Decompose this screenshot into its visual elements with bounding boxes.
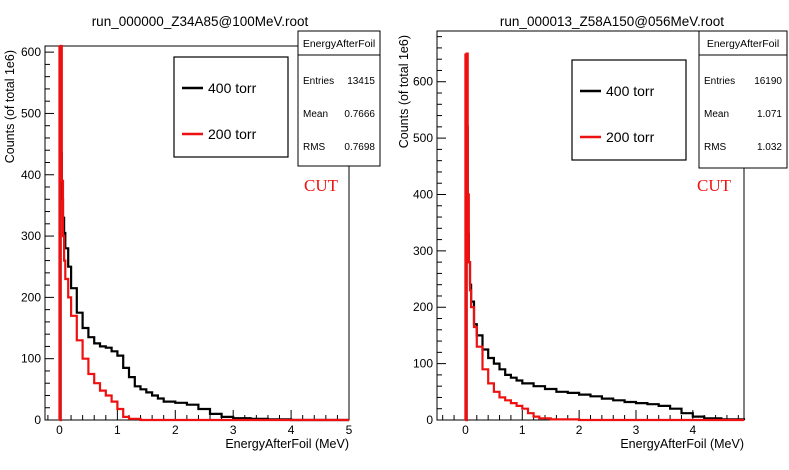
- legend-label: 200 torr: [606, 129, 655, 145]
- cut-label: CUT: [697, 176, 732, 195]
- x-tick-label: 5: [346, 423, 353, 437]
- chart-panel-1: run_000000_Z34A85@100MeV.root 0 100 200 300 4…: [0, 0, 394, 470]
- legend-label: 400 torr: [606, 83, 655, 99]
- stats-key: RMS: [303, 142, 326, 153]
- y-tick-label: 400: [21, 168, 41, 182]
- stats-key: Entries: [704, 76, 735, 87]
- x-tick-label: 4: [288, 423, 295, 437]
- y-tick-label: 0: [34, 413, 41, 427]
- x-tick-label: 3: [230, 423, 237, 437]
- chart-title: run_000013_Z58A150@056MeV.root: [500, 14, 724, 29]
- y-tick-label: 400: [413, 187, 433, 201]
- legend-label: 400 torr: [208, 80, 257, 96]
- chart-panel-2: run_000013_Z58A150@056MeV.root 0 100 200 300…: [394, 0, 788, 470]
- x-axis-label: EnergyAfterFoil (MeV): [620, 437, 744, 451]
- x-tick-label: 2: [576, 423, 583, 437]
- chart-title: run_000000_Z34A85@100MeV.root: [92, 14, 309, 29]
- legend-box: [571, 59, 687, 161]
- legend-box: [173, 56, 289, 158]
- chart-svg-1: run_000000_Z34A85@100MeV.root 0 100 200 300 4…: [3, 14, 381, 451]
- series-line-200-torr: [59, 44, 349, 422]
- x-tick-label: 4: [689, 423, 696, 437]
- series-line-400-torr: [59, 152, 349, 422]
- y-tick-label: 500: [21, 106, 41, 120]
- x-axis-label: EnergyAfterFoil (MeV): [225, 437, 349, 451]
- stats-value: 1.032: [757, 142, 782, 153]
- y-tick-label: 300: [21, 229, 41, 243]
- y-tick-label: 600: [21, 45, 41, 59]
- x-tick-label: 1: [114, 423, 121, 437]
- series-line-400-torr: [465, 125, 746, 422]
- x-tick-label: 3: [633, 423, 640, 437]
- stats-value: 0.7666: [344, 109, 375, 120]
- stats-key: Mean: [704, 109, 729, 120]
- y-tick-label: 500: [413, 131, 433, 145]
- y-tick-label: 0: [426, 413, 433, 427]
- legend-label: 200 torr: [208, 126, 257, 142]
- y-tick-label: 600: [413, 75, 433, 89]
- stats-title: EnergyAfterFoil: [707, 38, 779, 50]
- stats-key: Mean: [303, 109, 328, 120]
- y-tick-label: 300: [413, 244, 433, 258]
- y-tick-label: 100: [413, 357, 433, 371]
- y-axis-label: Counts (of total 1e6): [397, 35, 411, 148]
- x-tick-label: 0: [56, 423, 63, 437]
- y-tick-label: 200: [21, 290, 41, 304]
- stats-title: EnergyAfterFoil: [303, 38, 375, 50]
- stats-value: 13415: [347, 76, 375, 87]
- chart-svg-2: run_000013_Z58A150@056MeV.root 0 100 200 300…: [397, 14, 788, 451]
- y-axis-label: Counts (of total 1e6): [3, 50, 17, 163]
- stats-value: 0.7698: [344, 142, 375, 153]
- stats-value: 1.071: [757, 109, 782, 120]
- cut-label: CUT: [304, 176, 339, 195]
- stats-box: [698, 30, 788, 169]
- stats-key: RMS: [704, 142, 727, 153]
- stats-box: [297, 30, 381, 167]
- y-tick-label: 100: [21, 352, 41, 366]
- x-tick-label: 0: [462, 423, 469, 437]
- stats-value: 16190: [754, 76, 782, 87]
- series-line-200-torr: [465, 52, 744, 422]
- x-tick-label: 1: [519, 423, 526, 437]
- x-tick-label: 2: [172, 423, 179, 437]
- stats-key: Entries: [303, 76, 334, 87]
- y-tick-label: 200: [413, 300, 433, 314]
